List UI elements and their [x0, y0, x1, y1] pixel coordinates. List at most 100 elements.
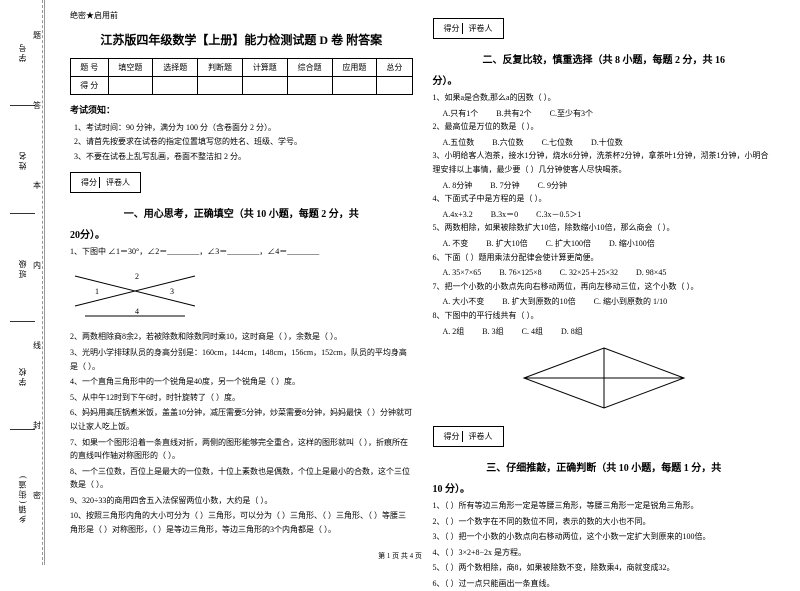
- q-item: 3、光明小学排球队员的身高分别是：160cm，144cm，148cm，156cm…: [70, 346, 413, 373]
- opt: C. 32×25＋25×32: [560, 268, 618, 277]
- seal-char: 内: [33, 260, 41, 271]
- q-item: 2、（ ）一个数字在不同的数位不同，表示的数的大小也不同。: [433, 515, 776, 529]
- reviewer-label: 评卷人: [462, 431, 493, 442]
- q-item: 3、（ ）把一个小数的小数点向右移动两位，这个小数一定扩大到原来的100倍。: [433, 530, 776, 544]
- q-item: 6、（ ）过一点只能画出一条直线。: [433, 577, 776, 591]
- question-list-2: 1、如果a是合数,那么a的因数（ ）。 A.只有1个B.共有2个C.至少有3个 …: [433, 91, 776, 413]
- q-opts: A.五位数B.六位数C.七位数D.十位数: [443, 136, 776, 150]
- cell: [377, 77, 412, 95]
- q-opts: A. 大小不变 B. 扩大到原数的10倍 C. 缩小到原数的 1/10: [443, 295, 776, 309]
- th: 题 号: [71, 59, 109, 77]
- right-column: 得分评卷人 二、反复比较，慎重选择（共 8 小题，每题 2 分，共 16 分）。…: [423, 10, 786, 555]
- margin-label: 姓名: [17, 150, 28, 170]
- cell: [198, 77, 243, 95]
- cell: [287, 77, 332, 95]
- cell: [242, 77, 287, 95]
- angle-diagram: 1 2 3 4: [70, 266, 200, 321]
- seal-char: 本: [33, 180, 41, 191]
- left-column: 绝密★启用前 江苏版四年级数学【上册】能力检测试题 D 卷 附答案 题 号 填空…: [60, 10, 423, 555]
- question-list-3: 1、（ ）所有等边三角形一定是等腰三角形，等腰三角形一定是锐角三角形。 2、（ …: [433, 499, 776, 591]
- opt: A. 2组: [443, 327, 465, 336]
- opt: A.只有1个: [443, 109, 479, 118]
- opt: A. 8分钟: [443, 181, 473, 190]
- th: 应用题: [332, 59, 377, 77]
- row-label: 得 分: [71, 77, 109, 95]
- opt: C. 缩小到原数的 1/10: [594, 297, 668, 306]
- q-item: 9、320÷33的商用四舍五入法保留两位小数，大约是（ ）。: [70, 494, 413, 508]
- q-item: 4、下面式子中是方程的是（ ）。: [433, 192, 776, 206]
- opt: B.六位数: [492, 138, 523, 147]
- margin-label: 班级: [17, 258, 28, 278]
- confidential-label: 绝密★启用前: [70, 10, 413, 21]
- margin-label: 学号: [17, 42, 28, 62]
- opt: A.4x+3.2: [443, 210, 473, 219]
- svg-text:4: 4: [135, 307, 139, 316]
- q-item: 6、妈妈用高压锅煮米饭，盖盖10分钟，减压需要5分钟，炒菜需要8分钟，妈妈最快（…: [70, 406, 413, 433]
- score-box: 得分评卷人: [433, 18, 504, 39]
- q-item: 1、如果a是合数,那么a的因数（ ）。: [433, 91, 776, 105]
- content-area: 绝密★启用前 江苏版四年级数学【上册】能力检测试题 D 卷 附答案 题 号 填空…: [45, 0, 800, 565]
- section-1-title: 一、用心思考，正确填空（共 10 小题，每题 2 分，共: [70, 205, 413, 220]
- reviewer-label: 评卷人: [99, 177, 130, 188]
- q-item: 10、按照三角形内角的大小可分为（ ）三角形，可以分为（ ）三角形、（ ）三角形…: [70, 509, 413, 536]
- th: 综合题: [287, 59, 332, 77]
- score-label: 得分: [444, 23, 460, 34]
- margin-label: 乡镇(街道): [17, 474, 28, 523]
- opt: B. 扩大10倍: [486, 239, 527, 248]
- svg-text:1: 1: [95, 287, 99, 296]
- section-2-title: 二、反复比较，慎重选择（共 8 小题，每题 2 分，共 16: [433, 51, 776, 66]
- seal-char: 封: [33, 420, 41, 431]
- q-item: 5、两数相除，如果被除数扩大10倍，除数缩小10倍，那么商会（ ）。: [433, 221, 776, 235]
- opt: C. 4组: [522, 327, 543, 336]
- q-item: 2、两数相除商8余2，若被除数和除数同时乘10，这时商是（ ），余数是（ ）。: [70, 330, 413, 344]
- cell: [108, 77, 153, 95]
- opt: B. 扩大到原数的10倍: [502, 297, 575, 306]
- page-footer: 第 1 页 共 4 页: [378, 551, 422, 561]
- opt: C.七位数: [542, 138, 573, 147]
- opt: D. 8组: [561, 327, 583, 336]
- q-item: 7、如果一个图形沿着一条直线对折，两侧的图形能够完全重合，这样的图形就叫（ ），…: [70, 436, 413, 463]
- q-item: 4、（ ）3×2+8−2x 是方程。: [433, 546, 776, 560]
- margin-line: [10, 321, 35, 322]
- q-opts: A.4x+3.2B.3x＝0C.3x－0.5＞1: [443, 208, 776, 222]
- margin-line: [10, 105, 35, 106]
- q-item: 5、（ ）两个数相除，商8，如果被除数不变，除数乘4，商就变成32。: [433, 561, 776, 575]
- q-item: 5、从中午12时到下午6时，时针旋转了（ ）度。: [70, 391, 413, 405]
- q-item: 8、一个三位数，百位上是最大的一位数，十位上素数也是偶数，个位上是最小的合数，这…: [70, 465, 413, 492]
- opt: B. 76×125×8: [499, 268, 541, 277]
- notice-item: 1、考试时间：90 分钟，满分为 100 分（含卷面分 2 分）。: [74, 121, 413, 135]
- score-label: 得分: [444, 431, 460, 442]
- th: 填空题: [108, 59, 153, 77]
- opt: B. 7分钟: [490, 181, 519, 190]
- table-row: 题 号 填空题 选择题 判断题 计算题 综合题 应用题 总分: [71, 59, 413, 77]
- notice-item: 2、请首先按要求在试卷的指定位置填写您的姓名、班级、学号。: [74, 135, 413, 149]
- seal-char: 密: [33, 490, 41, 501]
- q-item: 7、把一个小数的小数点先向右移动两位，再向左移动三位，这个小数（ ）。: [433, 280, 776, 294]
- th: 总分: [377, 59, 412, 77]
- opt: D. 缩小100倍: [609, 239, 655, 248]
- seal-char: 答: [33, 100, 41, 111]
- margin-line: [10, 429, 35, 430]
- opt: A. 大小不变: [443, 297, 485, 306]
- q-opts: A. 35×7×65B. 76×125×8C. 32×25＋25×32D. 98…: [443, 266, 776, 280]
- th: 计算题: [242, 59, 287, 77]
- table-row: 得 分: [71, 77, 413, 95]
- section-3-title: 三、仔细推敲，正确判断（共 10 小题，每题 1 分，共: [433, 459, 776, 474]
- reviewer-label: 评卷人: [462, 23, 493, 34]
- notice-heading: 考试须知：: [70, 103, 413, 116]
- score-table: 题 号 填空题 选择题 判断题 计算题 综合题 应用题 总分 得 分: [70, 58, 413, 95]
- opt: C.3x－0.5＞1: [536, 210, 581, 219]
- q-item: 8、下图中的平行线共有（ ）。: [433, 309, 776, 323]
- opt: A. 不变: [443, 239, 469, 248]
- opt: B. 3组: [482, 327, 503, 336]
- q-opts: A.只有1个B.共有2个C.至少有3个: [443, 107, 776, 121]
- q-opts: A. 不变B. 扩大10倍C. 扩大100倍D. 缩小100倍: [443, 237, 776, 251]
- seal-char: 线: [33, 340, 41, 351]
- section-1-cont: 20分）。: [70, 226, 413, 241]
- notice-list: 1、考试时间：90 分钟，满分为 100 分（含卷面分 2 分）。 2、请首先按…: [74, 121, 413, 164]
- opt: B.共有2个: [496, 109, 531, 118]
- seal-char: 题: [33, 30, 41, 41]
- q-item: 2、最高位是万位的数是（ ）。: [433, 120, 776, 134]
- binding-margin: 学号 姓名 班级 学校 乡镇(街道) 题 答 本 内 线 封 密: [0, 0, 45, 565]
- q-item: 1、（ ）所有等边三角形一定是等腰三角形，等腰三角形一定是锐角三角形。: [433, 499, 776, 513]
